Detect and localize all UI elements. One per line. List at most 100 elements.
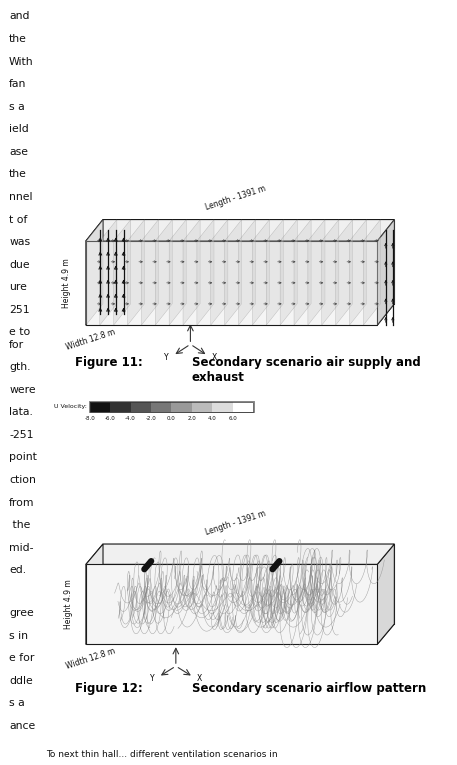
Polygon shape (308, 220, 325, 325)
Text: mid-: mid- (9, 542, 34, 553)
Text: Height 4.9 m: Height 4.9 m (62, 258, 71, 308)
Polygon shape (280, 220, 297, 325)
Text: 4.0: 4.0 (208, 416, 217, 421)
Polygon shape (239, 220, 255, 325)
Text: -4.0: -4.0 (125, 416, 136, 421)
Polygon shape (294, 220, 311, 325)
Text: were: were (9, 385, 36, 395)
Text: Secondary scenario air supply and
exhaust: Secondary scenario air supply and exhaus… (192, 356, 421, 384)
Text: s a: s a (9, 698, 25, 708)
Text: U Velocity:: U Velocity: (54, 404, 87, 409)
Text: 251: 251 (9, 304, 30, 315)
Text: e for: e for (9, 653, 35, 663)
Bar (90, 402, 253, 412)
Polygon shape (86, 624, 394, 644)
Polygon shape (86, 565, 377, 644)
Text: and: and (9, 11, 30, 21)
Polygon shape (86, 220, 103, 325)
Polygon shape (350, 220, 367, 325)
Text: gth.: gth. (9, 363, 31, 373)
Polygon shape (363, 220, 381, 325)
Text: s in: s in (9, 630, 28, 641)
Text: With: With (9, 57, 34, 67)
Polygon shape (169, 220, 186, 325)
Text: Width 12.8 m: Width 12.8 m (65, 327, 117, 352)
Polygon shape (155, 220, 172, 325)
Text: 6.0: 6.0 (228, 416, 237, 421)
Text: t of: t of (9, 214, 27, 225)
Text: Secondary scenario airflow pattern: Secondary scenario airflow pattern (192, 682, 426, 695)
Text: Figure 12:: Figure 12: (75, 682, 143, 695)
Bar (131, 402, 151, 412)
Polygon shape (225, 220, 242, 325)
Text: s a: s a (9, 102, 25, 112)
Polygon shape (100, 220, 117, 325)
Text: X: X (197, 674, 202, 683)
Text: Length - 1391 m: Length - 1391 m (204, 184, 266, 212)
Polygon shape (128, 220, 144, 325)
Polygon shape (141, 220, 159, 325)
Text: ure: ure (9, 282, 27, 292)
Polygon shape (103, 544, 394, 624)
Bar (192, 402, 212, 412)
Text: -6.0: -6.0 (105, 416, 116, 421)
Text: ance: ance (9, 721, 35, 731)
Bar (233, 402, 253, 412)
Bar (171, 402, 192, 412)
Text: Y: Y (165, 353, 169, 362)
Polygon shape (86, 241, 377, 325)
Text: Length - 1391 m: Length - 1391 m (204, 509, 266, 537)
Text: 2.0: 2.0 (187, 416, 196, 421)
Polygon shape (322, 220, 339, 325)
Bar (89, 401, 254, 412)
Text: the: the (9, 34, 27, 44)
Text: due: due (9, 260, 30, 270)
Text: point: point (9, 452, 37, 463)
Polygon shape (86, 220, 103, 325)
Text: X: X (212, 353, 217, 362)
Text: Figure 11:: Figure 11: (75, 356, 143, 369)
Text: Y: Y (150, 674, 154, 683)
Text: lata.: lata. (9, 407, 33, 418)
Text: fan: fan (9, 80, 27, 90)
Text: for: for (9, 340, 24, 350)
Polygon shape (86, 544, 394, 565)
Text: -251: -251 (9, 430, 34, 440)
Text: e to: e to (9, 327, 30, 337)
Polygon shape (114, 220, 131, 325)
Text: Height 4.9 m: Height 4.9 m (64, 579, 73, 630)
Polygon shape (103, 220, 394, 304)
Polygon shape (252, 220, 270, 325)
Text: the: the (9, 520, 31, 530)
Polygon shape (183, 220, 200, 325)
Polygon shape (211, 220, 228, 325)
Text: -2.0: -2.0 (146, 416, 156, 421)
Text: ield: ield (9, 125, 29, 135)
Text: ed.: ed. (9, 565, 26, 575)
Text: gree: gree (9, 608, 34, 618)
Text: nnel: nnel (9, 192, 32, 202)
Text: was: was (9, 237, 30, 247)
Bar (90, 402, 110, 412)
Text: -8.0: -8.0 (85, 416, 95, 421)
Text: Width 12.8 m: Width 12.8 m (65, 647, 117, 671)
Polygon shape (86, 220, 394, 241)
Polygon shape (86, 544, 103, 644)
Text: the: the (9, 170, 27, 180)
Polygon shape (266, 220, 283, 325)
Polygon shape (197, 220, 214, 325)
Text: ction: ction (9, 475, 36, 485)
Polygon shape (377, 220, 394, 325)
Polygon shape (335, 220, 353, 325)
Polygon shape (86, 304, 394, 325)
Text: To next thin hall... different ventilation scenarios in: To next thin hall... different ventilati… (46, 750, 277, 759)
Bar (212, 402, 233, 412)
Text: ase: ase (9, 147, 28, 157)
Polygon shape (377, 544, 394, 644)
Text: Z: Z (188, 308, 193, 317)
Text: ddle: ddle (9, 676, 33, 686)
Polygon shape (377, 220, 394, 325)
Text: from: from (9, 498, 35, 508)
Bar (110, 402, 131, 412)
Bar (151, 402, 171, 412)
